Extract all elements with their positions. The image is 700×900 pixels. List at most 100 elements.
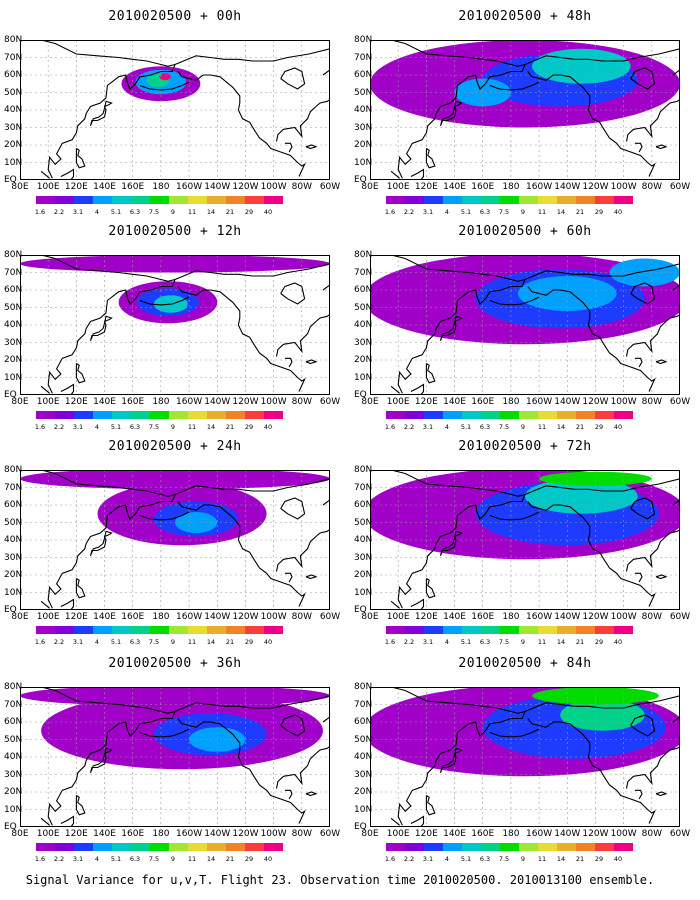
lat-label: 50N (354, 87, 373, 98)
lon-label: 100E (36, 397, 60, 407)
lat-label: 40N (4, 320, 23, 330)
lat-label: 20N (354, 787, 373, 797)
map-area: 80N 70N 60N 50N 40N 30N 20N 10N EQ 80E 100E 120E 140… (354, 251, 690, 408)
colorbar-swatch (538, 843, 557, 851)
lon-label: 140E (93, 182, 116, 192)
variance-map (20, 254, 331, 396)
lon-label: 120W (232, 182, 259, 192)
colorbar-label: 4 (444, 855, 450, 863)
colorbar-swatch (131, 626, 150, 634)
lon-label: 160E (471, 612, 495, 622)
lon-label: 100E (386, 612, 410, 622)
coastline (672, 69, 681, 76)
colorbar-label: 40 (263, 855, 273, 863)
coastline (322, 716, 331, 723)
colorbar-label: 5.1 (110, 855, 122, 863)
colorbar-label: 21 (575, 208, 585, 216)
colorbar-label: 3.1 (422, 208, 434, 216)
lat-label: 20N (354, 140, 373, 150)
lat-label: 30N (354, 552, 373, 563)
lon-label: 120W (582, 397, 609, 407)
lon-label: 60W (669, 397, 691, 407)
colorbar-label: 7.5 (148, 208, 160, 216)
colorbar-label: 2.2 (53, 423, 65, 431)
colorbar-label: 9 (170, 638, 176, 646)
colorbar-label: 2.2 (53, 208, 65, 216)
lat-label: 60N (354, 70, 373, 80)
colorbar-label: 6.3 (479, 208, 491, 216)
coastline (275, 99, 331, 142)
colorbar-label: 6.3 (129, 208, 141, 216)
lat-label: 60N (354, 285, 373, 295)
lat-label: 60N (354, 717, 373, 727)
lat-label: 50N (4, 517, 23, 528)
lat-label: 10N (4, 587, 23, 598)
coastline (40, 600, 50, 609)
coastline (60, 815, 75, 828)
panel-title: 2010020500 + 84h (458, 656, 592, 671)
variance-contour (159, 73, 171, 81)
lon-label: 60W (669, 182, 691, 192)
colorbar-swatch (112, 843, 131, 851)
colorbar-swatch (576, 843, 595, 851)
colorbar-label: 14 (556, 208, 566, 216)
colorbar-swatch (226, 196, 245, 204)
coastline (634, 357, 643, 368)
lon-label: 120W (232, 612, 259, 622)
colorbar-label: 7.5 (498, 423, 510, 431)
colorbar (386, 626, 633, 634)
coastline (40, 385, 50, 394)
colorbar-swatch (207, 196, 226, 204)
colorbar (36, 196, 283, 204)
lon-label: 60W (669, 829, 691, 839)
coastline (527, 286, 656, 392)
lon-label: 180 (502, 182, 520, 192)
lon-label: 160E (121, 612, 145, 622)
colorbar-swatch (74, 843, 93, 851)
coastline (174, 695, 331, 713)
lon-label: 180 (502, 612, 520, 622)
colorbar-swatch (576, 626, 595, 634)
colorbar-label: 40 (263, 638, 273, 646)
colorbar-label: 2.2 (403, 855, 415, 863)
lat-label: 60N (354, 500, 373, 510)
colorbar-swatch (150, 626, 169, 634)
coastline (305, 359, 318, 365)
lon-label: 120E (64, 182, 88, 192)
colorbar-label: 3.1 (72, 855, 84, 863)
colorbar-swatch (386, 843, 405, 851)
lon-label: 180 (152, 612, 170, 622)
coastline (524, 263, 681, 281)
colorbar-label: 21 (225, 855, 235, 863)
coastline (305, 574, 318, 580)
colorbar-swatch (595, 626, 614, 634)
colorbar-label: 40 (263, 208, 273, 216)
colorbar-swatch (150, 411, 169, 419)
colorbar-swatch (112, 411, 131, 419)
colorbar-swatch (519, 626, 538, 634)
lat-label: 80N (4, 250, 23, 260)
variance-map (20, 685, 331, 828)
lon-label: 120W (582, 612, 609, 622)
colorbar-label: 21 (225, 423, 235, 431)
colorbar-label: 3.1 (72, 638, 84, 646)
coastline (630, 497, 656, 520)
colorbar-swatch (443, 626, 462, 634)
lat-label: 60N (4, 717, 23, 727)
colorbar-label: 14 (556, 423, 566, 431)
colorbar-swatch (614, 196, 633, 204)
lon-label: 160E (471, 182, 495, 192)
lat-label: 70N (354, 52, 373, 63)
lat-label: 70N (354, 699, 373, 710)
map-panel: 2010020500 + 60h 80N 70N 60N 50N 40N 30N 20N 10N… (350, 215, 700, 431)
coastline (625, 99, 681, 142)
lon-label: 120W (232, 397, 259, 407)
map-panel: 2010020500 + 24h 80N 70N 60N 50N 40N 30N 20N 10N… (0, 430, 350, 646)
colorbar-label: 1.6 (384, 638, 396, 646)
lat-label: 80N (354, 465, 373, 475)
lat-label: 20N (4, 787, 23, 797)
panel-title: 2010020500 + 60h (458, 224, 592, 239)
variance-contour (454, 78, 511, 107)
colorbar-label: 7.5 (498, 208, 510, 216)
lat-label: 70N (4, 482, 23, 493)
